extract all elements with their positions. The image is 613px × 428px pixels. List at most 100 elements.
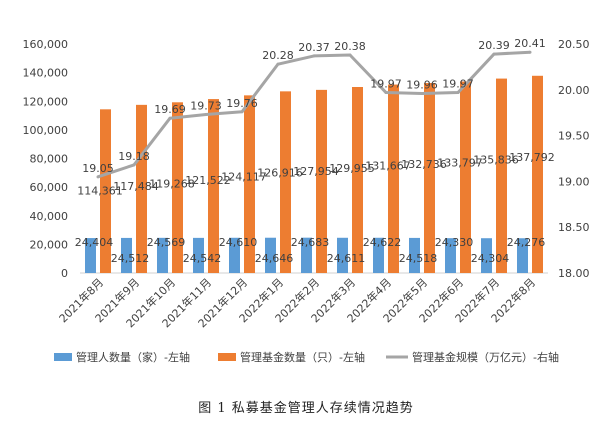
right-tick-label: 19.00 (558, 175, 590, 188)
right-tick-label: 18.50 (558, 221, 590, 234)
data-label-scale: 19.69 (154, 103, 186, 116)
bar-managers (445, 238, 456, 273)
bar-managers (409, 237, 420, 273)
data-label-funds: 135,836 (473, 154, 519, 167)
bar-managers (121, 237, 132, 273)
bar-funds (208, 99, 219, 273)
bar-managers (517, 238, 528, 273)
left-tick-label: 140,000 (23, 67, 69, 80)
bar-funds (280, 91, 291, 274)
left-tick-label: 80,000 (30, 153, 69, 166)
legend-label-managers: 管理人数量（家）-左轴 (76, 350, 190, 364)
data-label-scale: 19.05 (82, 162, 114, 175)
point-scale (96, 175, 100, 179)
point-scale (204, 113, 208, 117)
data-label-funds: 132,736 (401, 158, 447, 171)
data-label-managers: 24,304 (471, 252, 510, 265)
bar-managers (265, 237, 276, 273)
data-label-scale: 19.96 (406, 78, 438, 91)
data-label-managers: 24,569 (147, 236, 186, 249)
point-scale (348, 53, 352, 57)
point-scale (492, 52, 496, 56)
bar-funds (172, 102, 183, 274)
point-scale (276, 62, 280, 66)
data-label-funds: 137,792 (509, 151, 555, 164)
right-tick-label: 18.00 (558, 267, 590, 280)
right-tick-label: 19.50 (558, 130, 590, 143)
data-label-scale: 19.76 (226, 97, 258, 110)
bar-funds (100, 109, 111, 273)
legend-swatch-managers (54, 353, 72, 361)
labels-funds: 114,361117,484119,268121,522124,117126,9… (77, 151, 555, 198)
bar-managers (193, 237, 204, 273)
series-funds (100, 75, 543, 274)
bar-managers (229, 237, 240, 273)
bar-funds (532, 75, 543, 273)
series-scale (96, 50, 532, 179)
bar-funds (388, 84, 399, 273)
bar-managers (85, 238, 96, 273)
left-tick-label: 60,000 (30, 181, 69, 194)
point-scale (240, 110, 244, 114)
series-managers (85, 237, 528, 273)
left-tick-label: 40,000 (30, 210, 69, 223)
labels-scale: 19.05 19.18 19.69 19.73 19.76 20.28 20.37 20.38… (82, 37, 546, 175)
bar-managers (481, 238, 492, 273)
bar-managers (373, 237, 384, 273)
right-tick-label: 20.00 (558, 84, 590, 97)
bar-funds (424, 83, 435, 273)
legend-swatch-funds (218, 353, 236, 361)
data-label-scale: 20.38 (334, 40, 366, 53)
data-label-funds: 131,667 (365, 160, 411, 173)
bar-funds (352, 87, 363, 273)
point-scale (456, 91, 460, 95)
point-scale (168, 116, 172, 120)
bar-funds (136, 104, 147, 273)
data-label-managers: 24,276 (507, 236, 546, 249)
data-label-managers: 24,518 (399, 252, 438, 265)
data-label-scale: 19.73 (190, 100, 222, 113)
left-tick-label: 20,000 (30, 238, 69, 251)
data-label-managers: 24,542 (183, 252, 222, 265)
data-label-scale: 20.28 (262, 49, 294, 62)
data-label-scale: 19.18 (118, 150, 150, 163)
legend-label-funds: 管理基金数量（只）-左轴 (240, 350, 365, 364)
data-label-scale: 19.97 (370, 78, 402, 91)
data-label-funds: 117,484 (113, 180, 159, 193)
legend-label-scale: 管理基金规模（万亿元）-右轴 (412, 350, 559, 364)
point-scale (384, 91, 388, 95)
bar-funds (460, 81, 471, 273)
data-label-managers: 24,404 (75, 236, 114, 249)
data-label-managers: 24,330 (435, 236, 474, 249)
bar-managers (301, 237, 312, 273)
point-scale (528, 50, 532, 54)
data-label-scale: 20.37 (298, 41, 330, 54)
data-label-funds: 129,955 (329, 162, 375, 175)
bar-managers (337, 237, 348, 273)
data-label-scale: 20.39 (478, 39, 510, 52)
data-label-funds: 119,268 (149, 177, 195, 190)
x-axis: 2021年8月2021年9月2021年10月2021年11月2021年12月20… (56, 275, 538, 330)
right-axis: 18.00 18.50 19.00 19.50 20.00 20.50 (558, 38, 590, 280)
left-tick-label: 160,000 (23, 38, 69, 51)
point-scale (312, 54, 316, 58)
bar-managers (157, 237, 168, 273)
data-label-funds: 126,916 (257, 166, 303, 179)
data-label-managers: 24,611 (327, 252, 366, 265)
labels-managers: 24,404 24,512 24,569 24,542 24,610 24,646 24,6… (75, 236, 546, 265)
data-label-funds: 127,954 (293, 165, 339, 178)
data-label-managers: 24,512 (111, 252, 150, 265)
bar-funds (244, 95, 255, 273)
data-label-funds: 114,361 (77, 184, 123, 197)
right-tick-label: 20.50 (558, 38, 590, 51)
point-scale (132, 163, 136, 167)
left-tick-label: 120,000 (23, 95, 69, 108)
data-label-managers: 24,610 (219, 236, 258, 249)
data-label-managers: 24,622 (363, 236, 402, 249)
point-scale (420, 91, 424, 95)
left-axis: 0 20,000 40,000 60,000 80,000 100,000 120,000 1… (23, 38, 69, 280)
data-label-scale: 19.97 (442, 78, 474, 91)
data-label-funds: 133,797 (437, 157, 483, 170)
data-label-scale: 20.41 (514, 37, 546, 50)
